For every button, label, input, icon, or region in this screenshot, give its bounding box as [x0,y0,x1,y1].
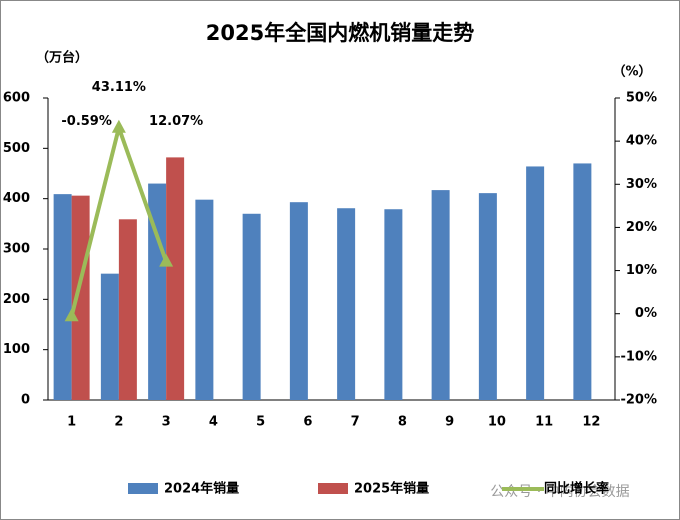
y-axis-title: （万台） [36,50,88,66]
y2-tick-label: 40% [626,134,657,149]
y2-tick-label: 30% [626,177,657,192]
x-tick-label: 2 [114,415,123,430]
y2-tick-label: 20% [626,220,657,235]
x-tick-label: 7 [351,415,360,430]
y-tick-label: 500 [3,141,30,156]
y2-tick-label: 0% [635,306,657,321]
x-tick-label: 9 [445,415,454,430]
legend-swatch [318,483,348,494]
marker [111,119,126,133]
y-tick-label: 0 [21,393,30,408]
legend-swatch [128,483,158,494]
bar [478,193,497,400]
x-tick-label: 10 [488,415,506,430]
bar [195,199,214,400]
x-tick-label: 5 [256,415,265,430]
bar [242,213,261,400]
bar [53,194,72,400]
bar [573,163,592,400]
data-label: -0.59% [61,114,112,129]
bar [118,219,137,400]
x-tick-label: 12 [582,415,600,430]
y2-axis-title: （%） [612,64,651,80]
marker [64,308,79,322]
chart-title: 2025年全国内燃机销量走势 [206,21,474,45]
data-label: 12.07% [149,114,203,129]
y2-tick-label: 50% [626,91,657,106]
bar [337,208,356,400]
y2-tick-label: 10% [626,263,657,278]
bar [100,273,119,400]
bar [71,195,90,400]
bar [148,183,167,400]
x-tick-label: 4 [209,415,218,430]
y-tick-label: 200 [3,292,30,307]
x-tick-label: 6 [303,415,312,430]
y2-tick-label: -10% [620,349,657,364]
legend-label: 2025年销量 [354,481,429,497]
data-label: 43.11% [92,80,146,95]
y-tick-label: 600 [3,91,30,106]
x-tick-label: 8 [398,415,407,430]
bar [431,190,450,400]
bar [526,166,545,400]
x-tick-label: 3 [162,415,171,430]
bar [289,202,308,400]
legend-label: 2024年销量 [164,481,239,497]
x-tick-label: 1 [67,415,76,430]
x-tick-label: 11 [535,415,553,430]
y-tick-label: 300 [3,242,30,257]
bar [384,209,403,400]
y-tick-label: 100 [3,342,30,357]
legend-label: 同比增长率 [544,481,609,497]
marker [159,253,174,267]
bar [166,157,185,400]
y-tick-label: 400 [3,191,30,206]
y2-tick-label: -20% [620,393,657,408]
